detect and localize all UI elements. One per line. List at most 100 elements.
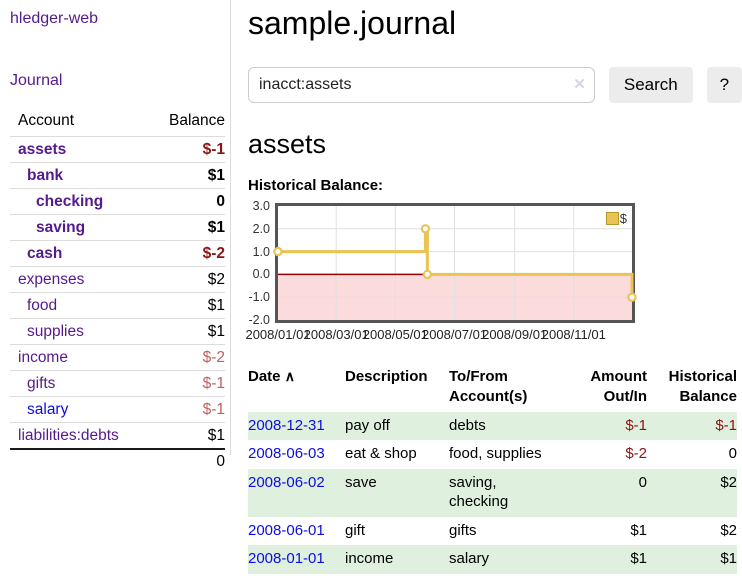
sidebar-account-supplies[interactable]: supplies	[10, 323, 84, 341]
account-heading: assets	[248, 129, 742, 160]
description-cell: pay off	[345, 412, 449, 441]
x-tick-label: 2008/07/01	[422, 327, 487, 342]
sidebar-account-income[interactable]: income	[10, 349, 68, 367]
sort-ascending-icon: ∧	[285, 368, 295, 384]
transaction-row: 2008-01-01incomesalary$1$1	[248, 545, 737, 574]
balance-cell: $-1	[647, 412, 737, 441]
date-cell: 2008-06-03	[248, 440, 345, 469]
account-balance: $-1	[203, 141, 225, 159]
help-button[interactable]: ?	[707, 67, 742, 103]
clear-search-icon[interactable]: ✕	[573, 76, 586, 94]
sidebar-account-checking[interactable]: checking	[10, 193, 103, 211]
description-header: Description	[345, 365, 449, 412]
amount-header: Amount Out/In	[585, 365, 647, 412]
description-cell: gift	[345, 517, 449, 546]
date-header[interactable]: Date ∧	[248, 365, 345, 412]
balance-cell: 0	[647, 440, 737, 469]
accounts-total-row: 0	[10, 448, 225, 474]
sidebar-account-food[interactable]: food	[10, 297, 57, 315]
account-balance: 0	[216, 193, 225, 211]
chart-svg	[278, 206, 632, 320]
transactions-header-row: Date ∧ Description To/From Account(s) Am…	[248, 365, 737, 412]
sidebar-account-salary[interactable]: salary	[10, 401, 68, 419]
amount-cell: 0	[585, 469, 647, 517]
date-cell: 2008-12-31	[248, 412, 345, 441]
sidebar-account-expenses[interactable]: expenses	[10, 271, 84, 289]
x-tick-label: 2008/11/01	[542, 327, 606, 342]
chart-title: Historical Balance:	[248, 177, 742, 194]
balance-column-header: Balance	[169, 112, 225, 130]
account-balance: $1	[208, 323, 225, 341]
sidebar-item-journal[interactable]: Journal	[10, 72, 62, 90]
y-tick-label: 2.0	[253, 222, 270, 236]
account-row: saving$1	[10, 214, 225, 240]
x-tick-label: 2008/05/01	[363, 327, 428, 342]
account-row: liabilities:debts $1	[10, 422, 225, 448]
balance-header: Historical Balance	[647, 365, 737, 412]
sidebar-account-saving[interactable]: saving	[10, 219, 85, 237]
accounts-cell: gifts	[449, 517, 585, 546]
sidebar-account-cash[interactable]: cash	[10, 245, 62, 263]
account-balance: $1	[208, 167, 225, 185]
accounts-cell: debts	[449, 412, 585, 441]
account-balance: $-2	[203, 245, 225, 263]
balance-cell: $1	[647, 545, 737, 574]
account-row: cash $-2	[10, 240, 225, 266]
transaction-date-link[interactable]: 2008-06-02	[248, 474, 325, 491]
transaction-row: 2008-06-02 savesaving, checking0$2	[248, 469, 737, 517]
account-row: salary $-1	[10, 396, 225, 422]
account-row: income$-2	[10, 344, 225, 370]
balance-cell: $2	[647, 469, 737, 517]
balance-cell: $2	[647, 517, 737, 546]
sidebar-account-bank[interactable]: bank	[10, 167, 63, 185]
description-cell: eat & shop	[345, 440, 449, 469]
y-tick-label: 3.0	[253, 199, 270, 213]
accounts-table-header: Account Balance	[10, 108, 225, 136]
account-row: bank $1	[10, 162, 225, 188]
transaction-date-link[interactable]: 2008-12-31	[248, 417, 325, 434]
amount-cell: $1	[585, 545, 647, 574]
account-row: food$1	[10, 292, 225, 318]
accounts-table: Account Balance assets $-1 bank $1 checking 0…	[10, 108, 225, 474]
legend-swatch-icon	[606, 212, 619, 225]
accounts-cell: salary	[449, 545, 585, 574]
transactions-table: Date ∧ Description To/From Account(s) Am…	[248, 365, 737, 574]
app-brand-link[interactable]: hledger-web	[10, 10, 98, 28]
search-input[interactable]	[248, 67, 595, 103]
transaction-date-link[interactable]: 2008-06-03	[248, 445, 325, 462]
account-row: checking 0	[10, 188, 225, 214]
sidebar-account-assets[interactable]: assets	[10, 141, 66, 159]
transaction-date-link[interactable]: 2008-01-01	[248, 550, 325, 567]
main-content: sample.journal ✕ Search ? assets Histori…	[248, 0, 742, 574]
transaction-date-link[interactable]: 2008-06-01	[248, 522, 325, 539]
transaction-row: 2008-06-03eat & shopfood, supplies$-20	[248, 440, 737, 469]
historical-balance-chart: 3.02.01.00.0-1.0-2.0 $	[248, 203, 742, 323]
account-balance: $-1	[203, 401, 225, 419]
y-tick-label: 1.0	[253, 245, 270, 259]
y-tick-label: -1.0	[248, 290, 270, 304]
sidebar-account-gifts[interactable]: gifts	[10, 375, 55, 393]
sidebar-account-liabilities-debts[interactable]: liabilities:debts	[10, 427, 119, 445]
accounts-cell: saving, checking	[449, 469, 585, 517]
x-tick-label: 2008/09/01	[482, 327, 547, 342]
x-tick-label: 2008/01/01	[245, 327, 310, 342]
transaction-row: 2008-12-31pay offdebts$-1$-1	[248, 412, 737, 441]
search-button[interactable]: Search	[609, 67, 693, 103]
x-tick-label: 2008/03/01	[304, 327, 369, 342]
account-row: assets $-1	[10, 136, 225, 162]
account-balance: $1	[208, 427, 225, 445]
y-tick-label: -2.0	[248, 313, 270, 327]
description-cell: save	[345, 469, 449, 517]
search-form: ✕ Search ?	[248, 67, 742, 103]
y-tick-label: 0.0	[253, 267, 270, 281]
legend-label: $	[620, 211, 627, 226]
search-box: ✕	[248, 67, 595, 103]
page-title: sample.journal	[248, 5, 742, 42]
transactions-body: 2008-12-31pay offdebts$-1$-12008-06-03ea…	[248, 412, 737, 574]
date-cell: 2008-01-01	[248, 545, 345, 574]
chart-ylabels: 3.02.01.00.0-1.0-2.0	[248, 203, 275, 323]
accounts-cell: food, supplies	[449, 440, 585, 469]
chart-plot-area: $	[275, 203, 635, 323]
account-rows: assets$-1bank$1checking0saving$1cash$-2e…	[10, 136, 225, 448]
account-row: supplies $1	[10, 318, 225, 344]
